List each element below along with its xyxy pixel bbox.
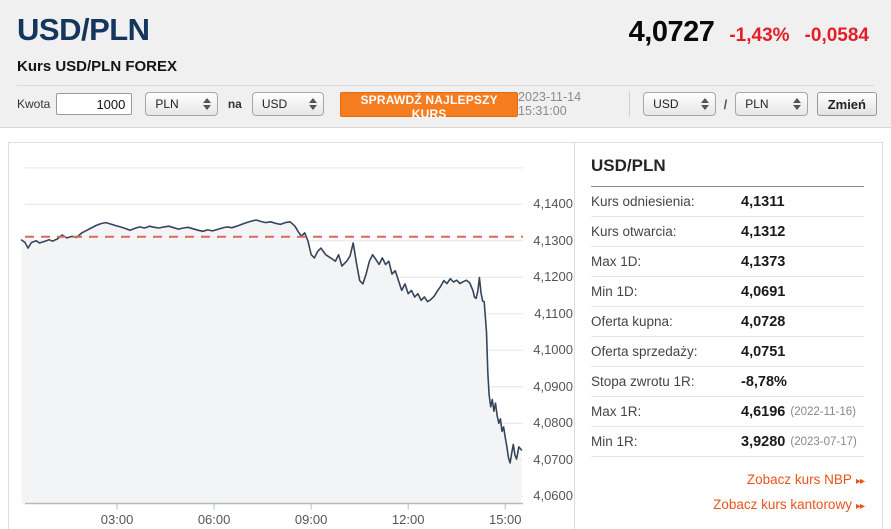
y-axis-label: 4,1200 <box>533 269 573 285</box>
y-axis-label: 4,0600 <box>533 488 573 504</box>
stats-row: Oferta sprzedaży: 4,0751 <box>591 337 864 367</box>
from-currency-value: PLN <box>155 97 179 111</box>
stats-row-value: 4,0691 <box>741 283 786 300</box>
stats-link[interactable]: Zobacz kurs NBP ▸▸ <box>746 472 865 487</box>
y-axis-label: 4,0700 <box>533 451 573 467</box>
stats-link[interactable]: Zobacz kurs kantorowy ▸▸ <box>713 497 865 512</box>
x-axis-label: 03:00 <box>100 511 134 527</box>
dropdown-arrows-icon <box>309 98 318 110</box>
stats-row: Min 1D: 4,0691 <box>591 277 864 307</box>
x-axis-label: 15:00 <box>488 511 522 527</box>
from-currency-select[interactable]: PLN <box>145 92 218 116</box>
pair-quote-select[interactable]: PLN <box>735 92 808 116</box>
stats-row-value: 3,9280 <box>741 433 786 450</box>
dropdown-arrows-icon <box>202 98 211 110</box>
to-label: na <box>227 97 242 111</box>
stats-row-label: Max 1D: <box>591 254 642 269</box>
stats-row-value: 4,1311 <box>741 193 785 210</box>
stats-row-label: Min 1R: <box>591 434 638 449</box>
price-area-fill <box>21 220 522 504</box>
stats-row-date-note: (2023-07-17) <box>790 435 857 448</box>
stats-row: Kurs odniesienia: 4,1311 <box>591 187 864 217</box>
quote-change-absolute: -0,0584 <box>804 25 869 46</box>
chart-canvas[interactable] <box>9 143 574 529</box>
x-axis-label: 06:00 <box>197 511 231 527</box>
x-axis-label: 12:00 <box>391 511 425 527</box>
price-line <box>20 219 523 464</box>
x-axis-label: 09:00 <box>294 511 328 527</box>
quote-card: 4,1400 4,1300 4,1200 4,1100 4,1000 4,0900 4,08… <box>8 142 883 529</box>
stats-row: Max 1D: 4,1373 <box>591 247 864 277</box>
stats-row: Max 1R: 4,6196 (2022-11-16) <box>591 397 864 427</box>
intraday-chart[interactable]: 4,1400 4,1300 4,1200 4,1100 4,1000 4,0900 4,08… <box>9 143 574 529</box>
stats-row-date-note: (2022-11-16) <box>790 405 856 418</box>
amount-input[interactable] <box>56 93 133 115</box>
stats-panel: USD/PLN Kurs odniesienia: 4,1311 Kurs otwa… <box>575 143 882 529</box>
stats-row: Kurs otwarcia: 4,1312 <box>591 217 864 247</box>
y-axis-label: 4,1400 <box>533 196 573 212</box>
check-best-rate-button[interactable]: SPRAWDŹ NAJLEPSZY KURS <box>340 91 519 121</box>
header-row: USD/PLN Kurs USD/PLN FOREX 4,0727 -1,43%… <box>17 0 874 86</box>
swap-pair-button[interactable]: Zmień <box>816 92 877 116</box>
y-axis-label: 4,1100 <box>534 305 573 321</box>
quote-change-percent: -1,43% <box>729 25 790 46</box>
amount-label: Kwota <box>17 97 51 111</box>
stats-title: USD/PLN <box>591 156 666 175</box>
page-title: USD/PLN <box>17 12 150 47</box>
y-axis-label: 4,1000 <box>533 342 573 358</box>
stats-row-value: 4,1373 <box>741 253 786 270</box>
double-arrow-icon: ▸▸ <box>855 501 865 512</box>
stats-row-label: Min 1D: <box>591 284 638 299</box>
page-subtitle: Kurs USD/PLN FOREX <box>17 58 178 75</box>
stats-row: Stopa zwrotu 1R: -8,78% <box>591 367 864 397</box>
stats-row-label: Oferta kupna: <box>591 314 673 329</box>
double-arrow-icon: ▸▸ <box>855 476 865 487</box>
stats-row-value: 4,6196 <box>741 403 786 420</box>
pair-base-value: USD <box>653 97 679 111</box>
stats-row-label: Oferta sprzedaży: <box>591 344 698 359</box>
stats-row-label: Stopa zwrotu 1R: <box>591 374 695 389</box>
to-currency-value: USD <box>261 97 288 111</box>
y-axis-label: 4,0800 <box>533 415 573 431</box>
top-bar: USD/PLN Kurs USD/PLN FOREX 4,0727 -1,43%… <box>0 0 891 128</box>
stats-row-value: -8,78% <box>741 373 787 390</box>
stats-row-value: 4,1312 <box>741 223 786 240</box>
toolbar-divider <box>629 91 631 117</box>
stats-row-value: 4,0751 <box>741 343 786 360</box>
y-axis-label: 4,0900 <box>533 378 573 394</box>
pair-quote-value: PLN <box>745 97 769 111</box>
pane-divider <box>574 143 575 529</box>
quote-timestamp: 2023-11-14 15:31:00 <box>518 90 582 118</box>
stats-row-label: Kurs odniesienia: <box>591 194 695 209</box>
converter-toolbar: Kwota PLN na USD SPRAWDŹ NAJLEPSZY KURS … <box>17 90 877 121</box>
stats-row-value: 4,0728 <box>741 313 786 330</box>
to-currency-select[interactable]: USD <box>251 92 325 116</box>
stats-row: Min 1R: 3,9280 (2023-07-17) <box>591 427 864 457</box>
stats-row-label: Kurs otwarcia: <box>591 224 677 239</box>
pair-base-select[interactable]: USD <box>643 92 716 116</box>
y-axis-label: 4,1300 <box>533 232 573 248</box>
stats-row: Oferta kupna: 4,0728 <box>591 307 864 337</box>
stats-title-rule <box>591 186 864 187</box>
dropdown-arrows-icon <box>700 98 709 110</box>
quote-box: 4,0727 -1,43% -0,0584 <box>629 16 869 49</box>
dropdown-arrows-icon <box>792 98 801 110</box>
pair-separator: / <box>723 96 728 112</box>
stats-row-label: Max 1R: <box>591 404 642 419</box>
quote-price: 4,0727 <box>628 16 715 48</box>
